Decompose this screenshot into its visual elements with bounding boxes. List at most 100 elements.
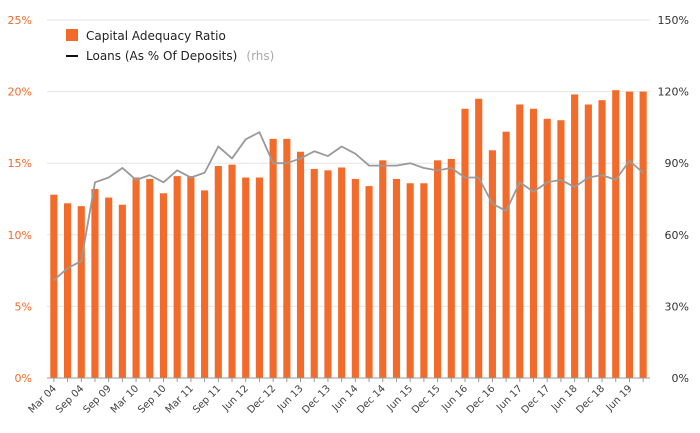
legend-bar-swatch xyxy=(66,29,78,41)
line-point xyxy=(121,167,124,169)
loans-line xyxy=(53,131,644,281)
line-point xyxy=(94,181,96,184)
y-right-tick-label: 150% xyxy=(658,14,689,27)
left-axis: 0% 5% 10% 15% 20% 25% xyxy=(8,14,32,385)
bar xyxy=(159,193,168,378)
line-point xyxy=(53,279,55,281)
line-point xyxy=(395,164,398,167)
line-point xyxy=(519,181,521,184)
right-axis: 0% 30% 60% 90% 120% 150% xyxy=(658,14,689,385)
y-right-tick-label: 90% xyxy=(665,157,689,170)
y-left-tick-label: 0% xyxy=(15,372,32,385)
line-point xyxy=(286,162,288,164)
x-tick-label: Mar 04 xyxy=(27,383,59,415)
bar xyxy=(639,91,647,378)
x-tick-label: Sep 10 xyxy=(136,383,168,415)
bar xyxy=(434,160,442,378)
x-tick-label: Mar 11 xyxy=(164,383,196,415)
y-left-tick-label: 25% xyxy=(8,14,32,27)
bar xyxy=(420,183,428,378)
bar xyxy=(365,186,373,378)
bar xyxy=(91,188,99,378)
line-point xyxy=(505,210,507,212)
bar xyxy=(584,104,592,379)
x-tick-label: Sep 09 xyxy=(81,383,113,415)
y-left-tick-label: 20% xyxy=(8,86,32,99)
bar xyxy=(447,158,455,378)
bar xyxy=(461,108,469,378)
bar xyxy=(118,204,126,378)
bar xyxy=(529,108,538,378)
line-point xyxy=(217,145,220,148)
legend: Capital Adequacy Ratio Loans (As % Of De… xyxy=(66,29,274,64)
line-point xyxy=(148,174,151,176)
line-point xyxy=(614,179,617,181)
line-point xyxy=(203,171,206,174)
bar xyxy=(50,194,58,378)
legend-line-label: Loans (As % Of Deposits) xyxy=(86,49,237,63)
line-point xyxy=(642,171,644,174)
bar xyxy=(173,176,181,378)
bar xyxy=(502,131,510,378)
line-point xyxy=(546,181,549,184)
line-point xyxy=(162,181,165,184)
legend-line-text: Loans (As % Of Deposits) (rhs) xyxy=(86,45,274,64)
line-point xyxy=(477,176,480,179)
x-tick-label: Sep 11 xyxy=(191,383,223,415)
bar xyxy=(543,118,551,378)
bar xyxy=(132,177,140,378)
bar xyxy=(201,190,209,378)
line-point xyxy=(354,152,357,155)
bar xyxy=(338,167,346,378)
x-tick-label: Dec 18 xyxy=(574,383,607,416)
line-point xyxy=(464,176,466,179)
bar xyxy=(310,168,318,378)
line-point xyxy=(368,164,370,167)
line-point xyxy=(573,186,576,188)
bar xyxy=(324,170,332,378)
x-tick-label: Dec 17 xyxy=(520,383,553,416)
line-point xyxy=(258,131,261,133)
legend-line-note: (rhs) xyxy=(246,49,274,63)
line-point xyxy=(340,145,343,148)
bar xyxy=(598,100,606,378)
y-right-tick-label: 60% xyxy=(665,229,689,242)
bar xyxy=(475,98,483,378)
line-point xyxy=(231,157,233,160)
bar xyxy=(296,151,305,378)
y-right-tick-label: 0% xyxy=(672,372,689,385)
x-tick-label: Dec 15 xyxy=(410,383,443,416)
bar xyxy=(63,203,72,378)
line-point xyxy=(135,179,137,181)
line-series xyxy=(53,131,644,281)
line-point xyxy=(532,191,535,193)
y-right-tick-label: 120% xyxy=(658,86,689,99)
x-tick-label: Dec 14 xyxy=(355,383,388,416)
y-right-tick-label: 30% xyxy=(665,300,689,313)
line-point xyxy=(436,169,439,172)
bar xyxy=(214,166,222,378)
bar xyxy=(612,90,620,379)
y-left-tick-label: 5% xyxy=(15,300,32,313)
bar xyxy=(283,138,291,378)
line-point xyxy=(423,167,425,169)
bar xyxy=(516,104,524,379)
x-tick-label: Dec 13 xyxy=(300,383,333,416)
x-tick-label: Mar 10 xyxy=(109,383,141,415)
bar xyxy=(77,206,85,378)
x-tick-label: Dec 12 xyxy=(246,383,279,416)
line-point xyxy=(107,176,110,179)
x-tick-label: Jun 19 xyxy=(604,383,635,414)
line-point xyxy=(601,174,603,176)
x-tick-label: Sep 04 xyxy=(54,383,86,415)
line-point xyxy=(560,179,562,181)
line-point xyxy=(176,169,178,172)
line-point xyxy=(450,167,453,169)
bar xyxy=(351,178,359,378)
line-point xyxy=(272,162,274,164)
line-point xyxy=(381,164,384,167)
line-point xyxy=(409,162,411,164)
bar xyxy=(242,177,250,378)
bar-series xyxy=(50,90,647,379)
bar xyxy=(255,177,263,378)
